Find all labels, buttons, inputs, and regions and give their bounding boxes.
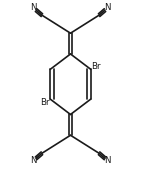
Text: N: N (104, 3, 111, 12)
Text: Br: Br (92, 62, 101, 71)
Text: N: N (104, 156, 111, 165)
Text: Br: Br (40, 98, 49, 107)
Text: N: N (30, 156, 37, 165)
Text: N: N (30, 3, 37, 12)
